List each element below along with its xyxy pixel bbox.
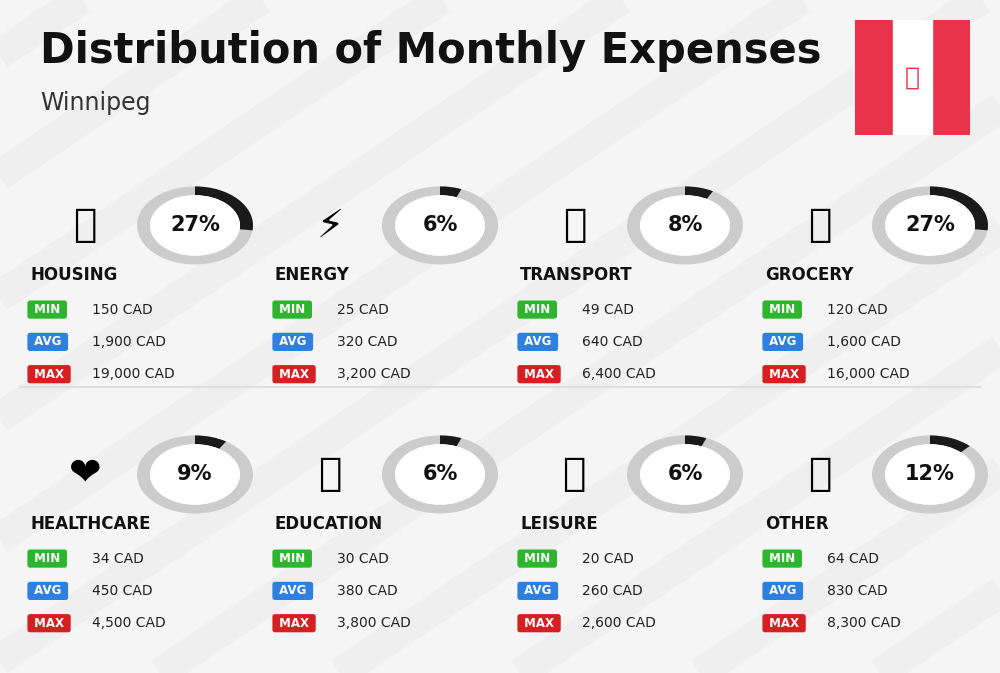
Wedge shape (382, 186, 498, 264)
Wedge shape (685, 186, 713, 199)
Text: 830 CAD: 830 CAD (827, 584, 888, 598)
Text: 320 CAD: 320 CAD (337, 335, 398, 349)
Text: MAX: MAX (765, 367, 803, 381)
Text: 1,900 CAD: 1,900 CAD (92, 335, 166, 349)
Text: AVG: AVG (30, 335, 66, 349)
Bar (855, 20, 893, 135)
Text: OTHER: OTHER (765, 515, 829, 533)
Text: Winnipeg: Winnipeg (40, 91, 150, 115)
Text: 6,400 CAD: 6,400 CAD (582, 367, 656, 381)
Text: MIN: MIN (30, 552, 64, 565)
Text: MAX: MAX (275, 616, 313, 630)
Wedge shape (440, 435, 461, 446)
Text: 3,800 CAD: 3,800 CAD (337, 616, 411, 630)
Wedge shape (872, 186, 988, 264)
Text: 640 CAD: 640 CAD (582, 335, 643, 349)
Circle shape (150, 444, 240, 505)
Text: 64 CAD: 64 CAD (827, 552, 879, 565)
Wedge shape (930, 186, 988, 230)
Text: ⚡: ⚡ (316, 207, 344, 244)
Text: LEISURE: LEISURE (520, 515, 598, 533)
Text: 16,000 CAD: 16,000 CAD (827, 367, 910, 381)
Bar (932, 20, 970, 135)
Wedge shape (627, 435, 743, 513)
Text: 1,600 CAD: 1,600 CAD (827, 335, 901, 349)
Wedge shape (627, 186, 743, 264)
Text: 2,600 CAD: 2,600 CAD (582, 616, 656, 630)
Text: GROCERY: GROCERY (765, 266, 853, 284)
Text: HEALTHCARE: HEALTHCARE (30, 515, 150, 533)
Text: 25 CAD: 25 CAD (337, 303, 389, 316)
Text: MIN: MIN (765, 303, 799, 316)
Text: 🛍️: 🛍️ (563, 456, 587, 493)
Wedge shape (685, 435, 706, 446)
Text: 19,000 CAD: 19,000 CAD (92, 367, 175, 381)
Circle shape (395, 195, 485, 256)
Text: ❤️: ❤️ (69, 456, 101, 493)
Text: 450 CAD: 450 CAD (92, 584, 153, 598)
Text: ENERGY: ENERGY (275, 266, 350, 284)
Text: 8%: 8% (667, 215, 703, 236)
Text: MIN: MIN (275, 552, 309, 565)
Text: 🍁: 🍁 (905, 65, 920, 90)
Circle shape (885, 195, 975, 256)
Circle shape (640, 195, 730, 256)
Text: 🚌: 🚌 (563, 207, 587, 244)
Text: MIN: MIN (765, 552, 799, 565)
Text: 20 CAD: 20 CAD (582, 552, 634, 565)
Text: MIN: MIN (275, 303, 309, 316)
Text: MIN: MIN (520, 552, 554, 565)
Wedge shape (137, 435, 253, 513)
Text: 🛒: 🛒 (808, 207, 832, 244)
Wedge shape (195, 186, 253, 230)
Text: 6%: 6% (422, 215, 458, 236)
Wedge shape (137, 186, 253, 264)
Text: MIN: MIN (520, 303, 554, 316)
Text: 30 CAD: 30 CAD (337, 552, 389, 565)
Text: 49 CAD: 49 CAD (582, 303, 634, 316)
Text: 8,300 CAD: 8,300 CAD (827, 616, 901, 630)
Text: 3,200 CAD: 3,200 CAD (337, 367, 411, 381)
Text: AVG: AVG (520, 335, 556, 349)
Text: AVG: AVG (765, 335, 800, 349)
Text: 🏢: 🏢 (73, 207, 97, 244)
Text: MAX: MAX (520, 367, 558, 381)
Wedge shape (930, 435, 970, 452)
Text: 💰: 💰 (808, 456, 832, 493)
Text: MAX: MAX (275, 367, 313, 381)
Text: MAX: MAX (30, 616, 68, 630)
Text: 4,500 CAD: 4,500 CAD (92, 616, 166, 630)
Text: MAX: MAX (30, 367, 68, 381)
Text: AVG: AVG (275, 584, 310, 598)
Wedge shape (440, 186, 461, 197)
Text: 12%: 12% (905, 464, 955, 485)
Text: 27%: 27% (170, 215, 220, 236)
Text: 27%: 27% (905, 215, 955, 236)
Text: 9%: 9% (177, 464, 213, 485)
Text: TRANSPORT: TRANSPORT (520, 266, 633, 284)
Text: MIN: MIN (30, 303, 64, 316)
Bar (893, 20, 932, 135)
Wedge shape (382, 435, 498, 513)
Circle shape (885, 444, 975, 505)
Text: 150 CAD: 150 CAD (92, 303, 153, 316)
Circle shape (395, 444, 485, 505)
Wedge shape (195, 435, 226, 449)
Circle shape (640, 444, 730, 505)
Text: 380 CAD: 380 CAD (337, 584, 398, 598)
Text: Distribution of Monthly Expenses: Distribution of Monthly Expenses (40, 30, 822, 72)
Text: AVG: AVG (765, 584, 800, 598)
Text: AVG: AVG (275, 335, 310, 349)
Text: AVG: AVG (520, 584, 556, 598)
Text: MAX: MAX (765, 616, 803, 630)
Text: HOUSING: HOUSING (30, 266, 117, 284)
Text: 6%: 6% (422, 464, 458, 485)
Text: 260 CAD: 260 CAD (582, 584, 643, 598)
Text: 🎓: 🎓 (318, 456, 342, 493)
Text: 34 CAD: 34 CAD (92, 552, 144, 565)
Wedge shape (872, 435, 988, 513)
Text: EDUCATION: EDUCATION (275, 515, 383, 533)
Text: AVG: AVG (30, 584, 66, 598)
Text: MAX: MAX (520, 616, 558, 630)
